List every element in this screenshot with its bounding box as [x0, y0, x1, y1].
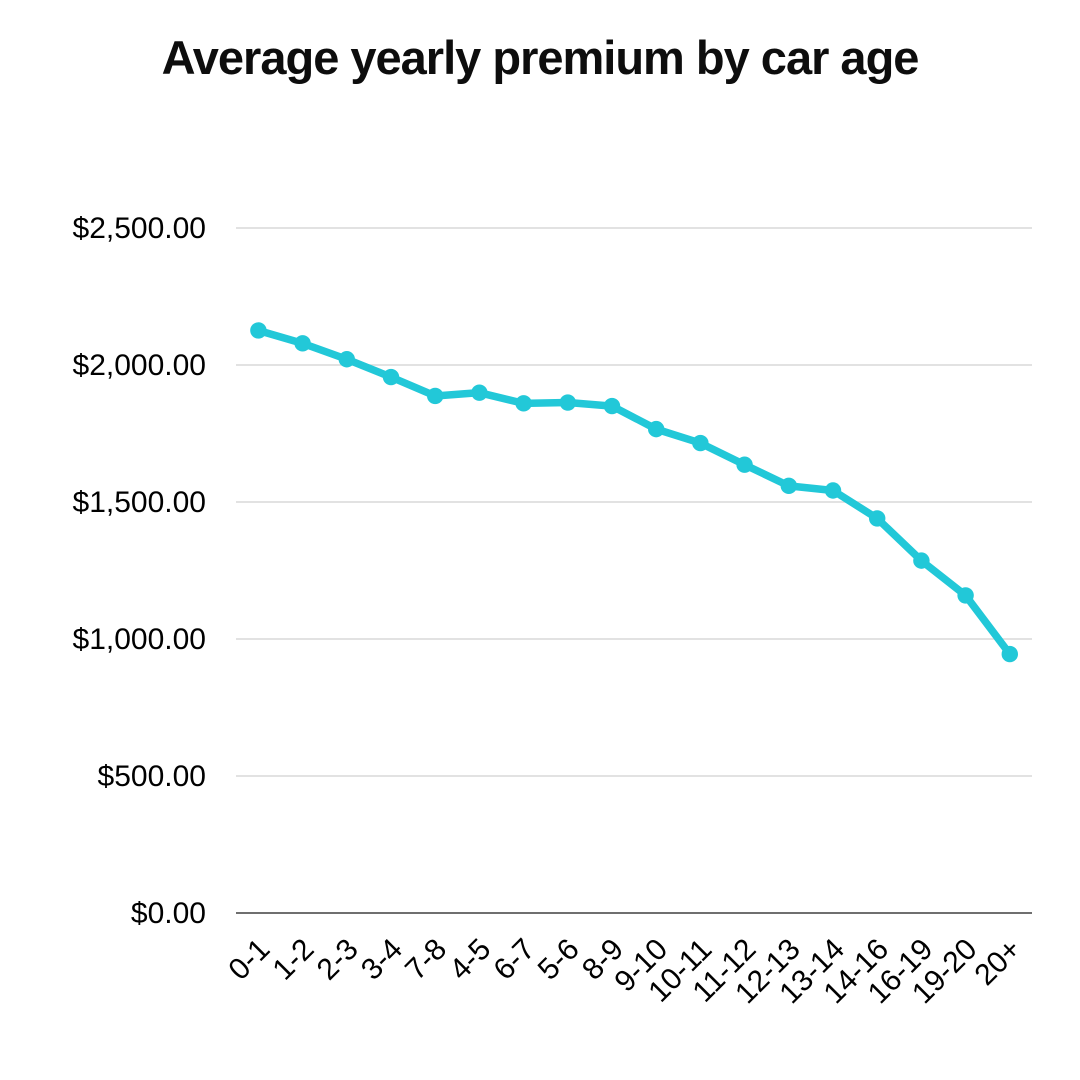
data-point-8-9: [603, 397, 621, 415]
data-point-0-1: [250, 322, 267, 339]
data-point-9-10: [648, 420, 665, 438]
data-point-11-12: [736, 456, 753, 473]
x-tick-label: 5-6: [532, 933, 586, 987]
data-point-14-16: [869, 510, 886, 527]
data-point-2-3: [338, 351, 355, 368]
x-tick-label: 7-8: [399, 933, 453, 987]
data-point-16-19: [913, 552, 930, 569]
y-tick-label: $500.00: [98, 760, 206, 793]
data-point-7-8: [427, 387, 444, 405]
x-tick-label: 20+: [968, 933, 1027, 992]
data-point-3-4: [382, 368, 400, 386]
y-tick-label: $1,000.00: [73, 623, 206, 656]
data-point-12-13: [780, 477, 797, 495]
data-point-6-7: [515, 395, 532, 412]
x-tick-label: 1-2: [267, 933, 321, 987]
data-point-10-11: [692, 434, 709, 452]
y-tick-label: $1,500.00: [73, 486, 206, 519]
y-tick-label: $2,000.00: [73, 349, 206, 382]
x-tick-label: 6-7: [488, 933, 542, 987]
data-point-20+: [1001, 645, 1018, 663]
data-point-4-5: [471, 384, 488, 401]
x-tick-label: 0-1: [222, 933, 276, 987]
chart-title: Average yearly premium by car age: [161, 31, 920, 84]
x-tick-label: 4-5: [443, 933, 497, 987]
y-tick-label: $0.00: [131, 897, 206, 930]
data-point-19-20: [957, 587, 974, 604]
data-point-5-6: [559, 394, 576, 411]
x-tick-label: 2-3: [311, 933, 365, 987]
data-point-1-2: [294, 335, 311, 352]
data-point-13-14: [824, 482, 842, 499]
y-tick-label: $2,500.00: [73, 212, 206, 245]
series-line: [254, 326, 1014, 658]
x-tick-label: 3-4: [355, 933, 409, 987]
